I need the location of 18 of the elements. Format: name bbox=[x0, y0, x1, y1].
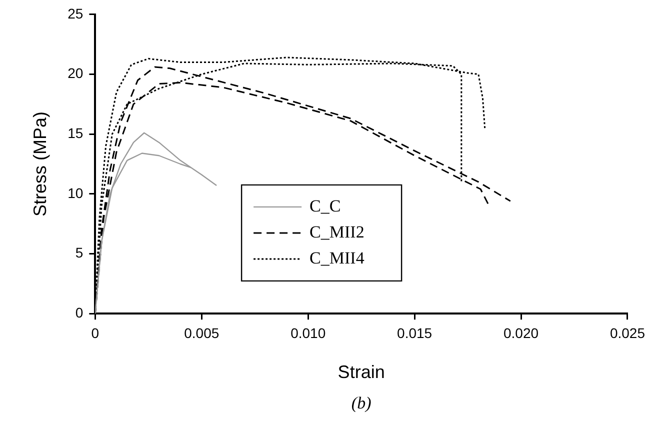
y-tick-label: 15 bbox=[68, 124, 84, 141]
x-tick-label: 0.020 bbox=[503, 324, 539, 341]
y-tick-label: 20 bbox=[68, 65, 84, 82]
x-tick-label: 0.015 bbox=[397, 324, 432, 341]
y-tick-label: 10 bbox=[68, 184, 84, 201]
x-tick-label: 0.005 bbox=[184, 324, 220, 341]
y-tick-label: 0 bbox=[75, 304, 84, 320]
legend-label: C_MII2 bbox=[310, 222, 364, 242]
x-axis-title: Strain bbox=[338, 362, 385, 382]
x-tick-label: 0.025 bbox=[610, 324, 646, 341]
x-tick-label: 0.010 bbox=[290, 324, 326, 341]
legend-label: C_MII4 bbox=[310, 248, 365, 268]
y-tick-label: 25 bbox=[68, 5, 84, 22]
x-tick-label: 0 bbox=[91, 324, 100, 341]
y-tick-label: 5 bbox=[75, 244, 84, 261]
text: (b) bbox=[351, 393, 372, 412]
y-axis-title: Stress (MPa) bbox=[30, 111, 50, 217]
legend-label: C_C bbox=[310, 196, 341, 216]
